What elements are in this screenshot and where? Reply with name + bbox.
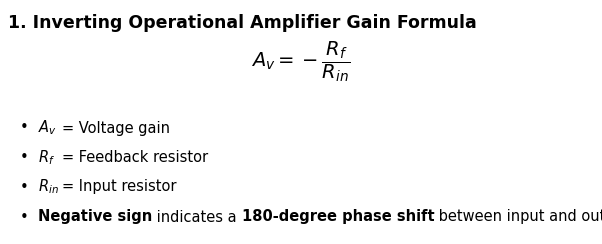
Text: between input and output.: between input and output. <box>434 210 602 224</box>
Text: •: • <box>20 121 29 135</box>
Text: = Input resistor: = Input resistor <box>62 180 176 194</box>
Text: •: • <box>20 210 29 224</box>
Text: $R_{in}$: $R_{in}$ <box>38 178 59 196</box>
Text: •: • <box>20 151 29 165</box>
Text: 180-degree phase shift: 180-degree phase shift <box>241 210 434 224</box>
Text: $A_v = -\dfrac{R_f}{R_{in}}$: $A_v = -\dfrac{R_f}{R_{in}}$ <box>251 40 351 84</box>
Text: = Voltage gain: = Voltage gain <box>62 121 170 135</box>
Text: $R_f$: $R_f$ <box>38 149 55 167</box>
Text: = Feedback resistor: = Feedback resistor <box>62 151 208 165</box>
Text: Negative sign: Negative sign <box>38 210 152 224</box>
Text: 1. Inverting Operational Amplifier Gain Formula: 1. Inverting Operational Amplifier Gain … <box>8 14 477 32</box>
Text: •: • <box>20 180 29 194</box>
Text: indicates a: indicates a <box>152 210 241 224</box>
Text: $A_v$: $A_v$ <box>38 119 57 137</box>
